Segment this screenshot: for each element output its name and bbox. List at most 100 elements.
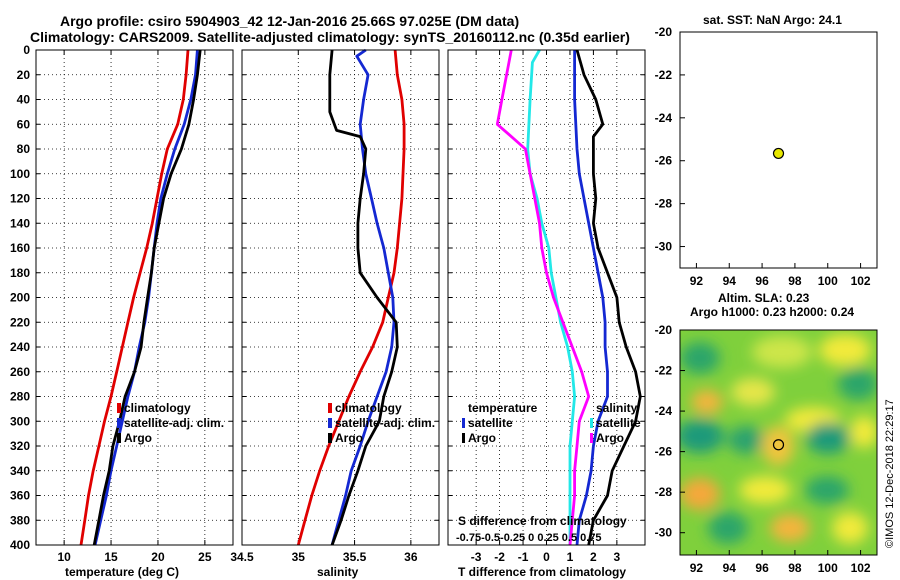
sla-blob	[680, 478, 720, 510]
sla-blob	[708, 512, 748, 544]
sst-argo-marker	[772, 147, 785, 160]
depth-tick-label: 240	[10, 340, 30, 354]
depth-tick-label: 260	[10, 365, 30, 379]
legend-swatch-t-satellite	[462, 418, 465, 428]
temperature-legend: climatology satellite-adj. clim. Argo	[117, 401, 224, 445]
x-tick-label: 10	[57, 550, 71, 564]
legend-label-satellite: satellite-adj. clim.	[335, 416, 435, 430]
lat-tick-label: -20	[655, 323, 673, 337]
depth-tick-label: 380	[10, 513, 30, 527]
lon-tick-label: 96	[755, 561, 769, 575]
temperature-tick-labels: 10 15 20 25	[57, 550, 211, 564]
x-tick-label: 35.5	[343, 550, 367, 564]
series-line-climatology	[79, 49, 190, 546]
lon-tick-label: 92	[690, 274, 704, 288]
difference-series	[495, 49, 642, 546]
lon-tick-label: 96	[755, 274, 769, 288]
sla-blob	[806, 422, 850, 454]
lon-tick-label: 92	[690, 561, 704, 575]
argo-position-marker	[772, 147, 785, 160]
depth-tick-labels: 0 20 40 60 80 100 120 140 160 180 200 220 240 260 280 3…	[10, 43, 30, 552]
lat-tick-label: -30	[655, 240, 673, 254]
lon-tick-label: 94	[723, 274, 737, 288]
lon-tick-label: 98	[788, 561, 802, 575]
salinity-xlabel: salinity	[317, 565, 359, 579]
x-tick-label: 0	[543, 550, 550, 564]
depth-tick-label: 60	[17, 117, 31, 131]
lon-tick-label: 94	[723, 561, 737, 575]
sla-blob	[680, 342, 720, 374]
temperature-xlabel: temperature (deg C)	[65, 565, 179, 579]
s-difference-tick-labels: -0.75-0.5-0.25 0 0.25 0.5 0.75	[456, 532, 602, 544]
lon-tick-label: 102	[851, 274, 871, 288]
sla-blob	[770, 514, 810, 542]
series-line-s-argo	[495, 49, 591, 546]
legend-label-climatology: climatology	[335, 401, 402, 415]
sla-lon-tick-labels: 92 94 96 98 100 102	[690, 550, 871, 575]
copyright-stamp: ©IMOS 12-Dec-2018 22:29:17	[884, 399, 896, 548]
legend-label-satellite: satellite-adj. clim.	[124, 416, 224, 430]
series-line-satellite-adj-clim-	[330, 48, 396, 546]
s-difference-axis-label: S difference from climatology	[458, 514, 627, 528]
depth-tick-label: 200	[10, 291, 30, 305]
sst-lat-tick-labels: -20 -22 -24 -26 -28 -30	[655, 25, 685, 254]
depth-tick-label: 120	[10, 192, 30, 206]
legend-swatch-t-argo	[462, 433, 465, 443]
sst-map-panel: sat. SST: NaN Argo: 24.1 92 94 96 98 100 102 …	[655, 13, 878, 288]
x-tick-label: 15	[104, 550, 118, 564]
sla-blob	[752, 336, 812, 368]
depth-tick-label: 160	[10, 241, 30, 255]
x-tick-label: 35	[292, 550, 306, 564]
salinity-panel: 34.5 35 35.5 36 salinity climatology satell…	[230, 48, 440, 579]
legend-label-argo: Argo	[335, 431, 363, 445]
x-tick-label: 1	[567, 550, 574, 564]
legend-swatch-climatology	[117, 403, 121, 413]
legend-swatch-argo	[117, 433, 121, 443]
lat-tick-label: -28	[655, 485, 673, 499]
x-tick-label: -2	[494, 550, 505, 564]
legend-label-climatology: climatology	[124, 401, 191, 415]
t-difference-tick-labels: -3 -2 -1 0 1 2 3	[471, 550, 621, 564]
x-tick-label: 34.5	[230, 550, 254, 564]
sla-map-title: Altim. SLA: 0.23	[718, 291, 810, 305]
t-difference-xlabel: T difference from climatology	[458, 565, 626, 579]
series-line-argo	[92, 49, 202, 546]
sla-blob	[728, 426, 764, 454]
legend-swatch-s-argo	[590, 433, 593, 443]
lon-tick-label: 100	[818, 274, 838, 288]
lat-tick-label: -28	[655, 197, 673, 211]
legend-label-s-argo: Argo	[596, 431, 624, 445]
lat-tick-label: -24	[655, 404, 673, 418]
series-line-s-satellite	[526, 49, 576, 545]
lon-tick-label: 98	[788, 274, 802, 288]
sla-blob	[762, 426, 794, 466]
lat-tick-label: -26	[655, 154, 673, 168]
depth-tick-label: 340	[10, 464, 30, 478]
x-tick-label: 25	[198, 550, 212, 564]
legend-title-salinity: salinity	[596, 401, 638, 415]
legend-title-temperature: temperature	[468, 401, 538, 415]
sla-lat-tick-labels: -20 -22 -24 -26 -28 -30	[655, 323, 685, 540]
depth-tick-label: 400	[10, 538, 30, 552]
lat-tick-label: -24	[655, 111, 673, 125]
salinity-tick-labels: 34.5 35 35.5 36	[230, 550, 418, 564]
legend-swatch-satellite	[117, 418, 121, 428]
series-line-t-satellite	[573, 50, 609, 546]
temperature-frame	[35, 49, 234, 546]
sla-argo-marker	[772, 439, 785, 451]
temperature-series	[79, 49, 202, 546]
x-tick-label: -3	[471, 550, 482, 564]
legend-label-t-satellite: satellite	[468, 416, 513, 430]
depth-tick-label: 360	[10, 489, 30, 503]
header-line1: Argo profile: csiro 5904903_42 12-Jan-20…	[60, 13, 519, 29]
series-line-t-argo	[575, 49, 642, 546]
difference-frame	[447, 49, 646, 546]
series-line-climatology	[296, 49, 406, 546]
depth-tick-label: 320	[10, 439, 30, 453]
legend-swatch-satellite	[328, 418, 332, 428]
depth-tick-label: 140	[10, 216, 30, 230]
x-tick-label: 36	[404, 550, 418, 564]
sla-map-panel: Altim. SLA: 0.23 Argo h1000: 0.23 h2000:…	[655, 291, 878, 575]
sla-heatmap	[680, 330, 877, 555]
